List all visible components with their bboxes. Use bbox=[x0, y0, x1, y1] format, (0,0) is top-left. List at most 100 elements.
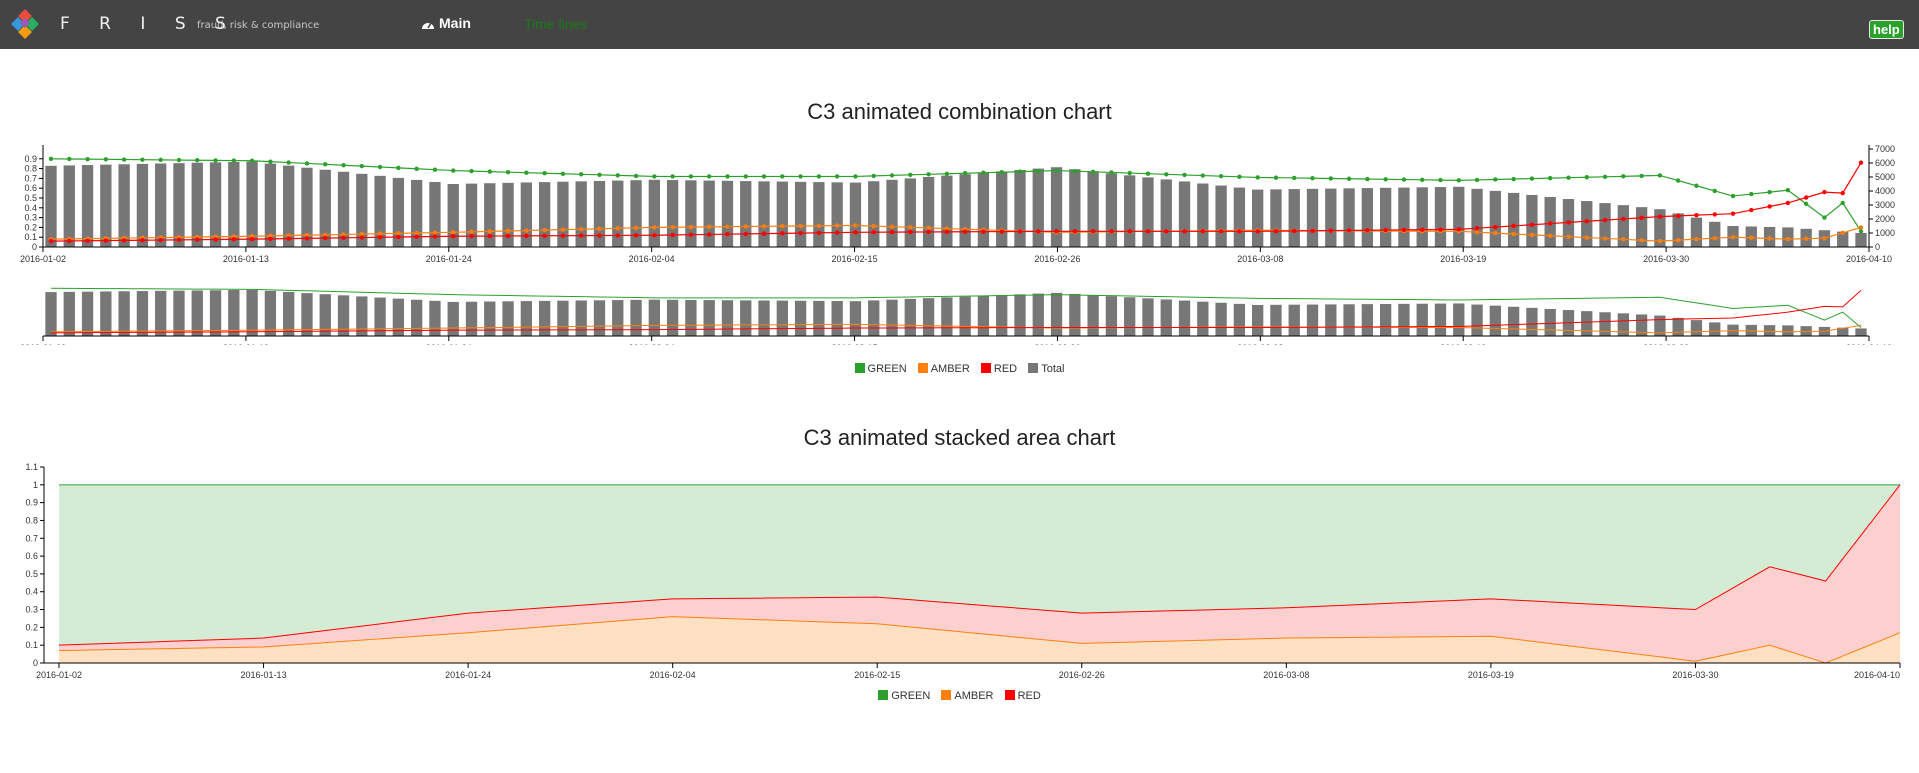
point-green bbox=[1566, 175, 1571, 180]
legend-item-green[interactable]: GREEN bbox=[878, 690, 930, 702]
bar-total bbox=[922, 177, 935, 247]
point-amber bbox=[1547, 233, 1553, 238]
bar-total bbox=[1343, 188, 1355, 247]
point-green bbox=[1365, 176, 1370, 182]
subchart-bar bbox=[1306, 304, 1319, 336]
legend-swatch-amber bbox=[917, 363, 928, 373]
point-red bbox=[761, 231, 767, 236]
friss-logo-icon bbox=[11, 9, 39, 39]
area-x-tick-label: 2016-02-15 bbox=[854, 670, 900, 680]
legend-item-amber[interactable]: AMBER bbox=[941, 690, 994, 702]
subchart-bar bbox=[319, 294, 331, 336]
y-tick-label: 0.1 bbox=[24, 232, 37, 242]
subchart-bar bbox=[593, 300, 606, 336]
point-red bbox=[67, 238, 72, 244]
bar-total bbox=[209, 162, 222, 247]
point-amber bbox=[304, 232, 310, 238]
point-red bbox=[1090, 229, 1096, 234]
bar-total bbox=[538, 182, 551, 247]
point-red bbox=[780, 231, 785, 236]
area-y-tick-label: 0.7 bbox=[25, 533, 38, 543]
point-green bbox=[286, 160, 291, 165]
line-green bbox=[50, 158, 1862, 232]
bar-total bbox=[1087, 171, 1099, 247]
point-red bbox=[560, 233, 566, 238]
point-red bbox=[1017, 229, 1023, 234]
bar-total bbox=[155, 163, 167, 247]
combination-chart-title: C3 animated combination chart bbox=[807, 99, 1112, 124]
subchart-line-amber bbox=[50, 323, 1862, 334]
help-button[interactable]: help bbox=[1869, 20, 1904, 39]
subchart-bar bbox=[1745, 324, 1757, 336]
point-green bbox=[249, 158, 255, 163]
nav-main-link[interactable]: Main bbox=[421, 15, 471, 31]
point-green bbox=[158, 157, 163, 163]
point-green bbox=[1858, 229, 1864, 234]
subchart-bar bbox=[81, 291, 94, 336]
point-green bbox=[1438, 177, 1443, 183]
point-green bbox=[505, 169, 511, 175]
point-green bbox=[1383, 177, 1388, 182]
point-green bbox=[1292, 175, 1297, 181]
bar-total bbox=[1635, 207, 1648, 247]
bar-total bbox=[319, 169, 331, 247]
bar-total bbox=[484, 183, 496, 247]
subchart-bar bbox=[209, 290, 222, 336]
point-green bbox=[359, 163, 365, 169]
combination-chart[interactable]: 00.10.20.30.40.50.60.70.80.9010002000300… bbox=[0, 140, 1919, 345]
subchart-bar bbox=[1398, 303, 1410, 336]
legend-item-green[interactable]: GREEN bbox=[854, 363, 907, 375]
subchart-bar bbox=[1782, 325, 1794, 336]
nav-timelines-link[interactable]: Time lines bbox=[524, 16, 588, 32]
point-green bbox=[469, 168, 474, 174]
point-green bbox=[1237, 174, 1242, 179]
area-x-tick-label: 2016-01-02 bbox=[36, 670, 82, 680]
point-amber bbox=[725, 224, 730, 229]
area-chart-title: C3 animated stacked area chart bbox=[803, 425, 1116, 450]
subchart-line-red bbox=[50, 290, 1862, 334]
point-green bbox=[780, 174, 785, 179]
point-amber bbox=[1749, 235, 1754, 241]
bar-total bbox=[740, 181, 752, 247]
legend-item-amber[interactable]: AMBER bbox=[917, 363, 970, 375]
area-y-tick-label: 0.6 bbox=[25, 551, 38, 561]
line-amber bbox=[50, 224, 1862, 242]
point-red bbox=[1182, 229, 1187, 234]
point-amber bbox=[1511, 231, 1516, 237]
point-amber bbox=[1639, 238, 1644, 243]
point-red bbox=[524, 233, 529, 239]
subchart-bar bbox=[1270, 304, 1282, 336]
legend-item-red[interactable]: RED bbox=[1004, 690, 1041, 702]
stacked-area-chart[interactable]: 0 0.1 0.2 0.3 0.4 0.5 0.6 0.7 0.8 0.9 1 1.1 2016-01-… bbox=[0, 462, 1919, 682]
subchart-bar bbox=[685, 299, 697, 336]
bar-total bbox=[1215, 185, 1227, 247]
bar-total bbox=[1233, 187, 1246, 247]
point-red bbox=[158, 237, 163, 243]
subchart-bar bbox=[520, 301, 533, 336]
point-red bbox=[1273, 228, 1279, 234]
point-red bbox=[889, 229, 895, 235]
point-amber bbox=[1803, 236, 1809, 241]
bar-total bbox=[1270, 189, 1282, 247]
subchart-bar bbox=[502, 301, 514, 336]
point-amber bbox=[633, 225, 639, 231]
bar-total bbox=[1507, 192, 1520, 247]
area-y-tick-label: 1.1 bbox=[25, 462, 38, 472]
subchart-x-tick-label: 2016-02-26 bbox=[1034, 343, 1080, 345]
legend-item-total[interactable]: Total bbox=[1028, 363, 1064, 375]
legend-item-red[interactable]: RED bbox=[980, 363, 1017, 375]
bar-total bbox=[410, 179, 423, 247]
subchart-x-tick-label: 2016-03-19 bbox=[1440, 343, 1486, 345]
point-amber bbox=[1493, 230, 1498, 236]
subchart-bar bbox=[191, 290, 203, 336]
subchart-bar bbox=[1160, 299, 1172, 336]
point-red bbox=[1383, 227, 1388, 233]
point-green bbox=[1017, 169, 1023, 174]
bar-total bbox=[429, 181, 441, 247]
point-red bbox=[816, 230, 822, 236]
subchart-bar bbox=[1690, 320, 1703, 336]
point-green bbox=[1511, 176, 1516, 182]
point-red bbox=[1712, 212, 1717, 217]
y2-tick-label: 5000 bbox=[1875, 172, 1895, 182]
point-amber bbox=[1785, 236, 1791, 242]
